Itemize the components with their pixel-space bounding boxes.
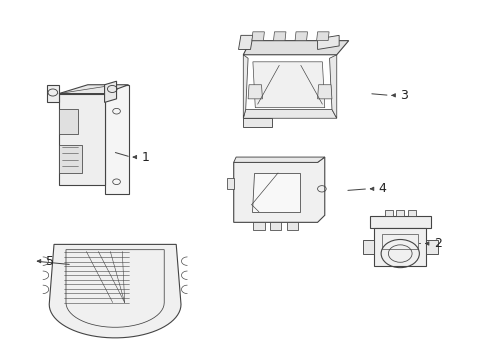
Polygon shape xyxy=(59,145,81,173)
Text: 5: 5 xyxy=(45,255,54,267)
Polygon shape xyxy=(317,35,339,49)
Polygon shape xyxy=(426,240,437,254)
Polygon shape xyxy=(251,173,299,212)
Polygon shape xyxy=(104,85,128,194)
Polygon shape xyxy=(59,85,128,94)
Polygon shape xyxy=(243,109,336,118)
Polygon shape xyxy=(243,41,348,55)
Polygon shape xyxy=(253,222,264,230)
Polygon shape xyxy=(251,32,264,41)
Polygon shape xyxy=(226,178,233,189)
Polygon shape xyxy=(243,55,247,118)
Polygon shape xyxy=(233,157,324,162)
Polygon shape xyxy=(269,222,281,230)
Polygon shape xyxy=(233,157,324,222)
Polygon shape xyxy=(49,244,181,338)
Polygon shape xyxy=(395,210,404,216)
Polygon shape xyxy=(273,32,285,41)
Polygon shape xyxy=(252,62,324,108)
Polygon shape xyxy=(238,35,252,49)
Polygon shape xyxy=(47,85,59,102)
Polygon shape xyxy=(317,85,331,99)
Polygon shape xyxy=(294,32,307,41)
Polygon shape xyxy=(247,85,262,99)
Polygon shape xyxy=(104,81,116,102)
Text: 3: 3 xyxy=(399,89,407,102)
Polygon shape xyxy=(243,118,271,127)
Polygon shape xyxy=(373,228,426,266)
Polygon shape xyxy=(407,210,415,216)
Polygon shape xyxy=(384,210,392,216)
Polygon shape xyxy=(59,109,78,134)
Polygon shape xyxy=(362,240,373,254)
Text: 1: 1 xyxy=(141,150,149,163)
Polygon shape xyxy=(329,55,336,118)
Text: 2: 2 xyxy=(433,237,441,250)
Polygon shape xyxy=(59,94,104,185)
Polygon shape xyxy=(369,216,430,228)
Text: 4: 4 xyxy=(378,182,386,195)
Polygon shape xyxy=(316,32,328,41)
Polygon shape xyxy=(286,222,298,230)
